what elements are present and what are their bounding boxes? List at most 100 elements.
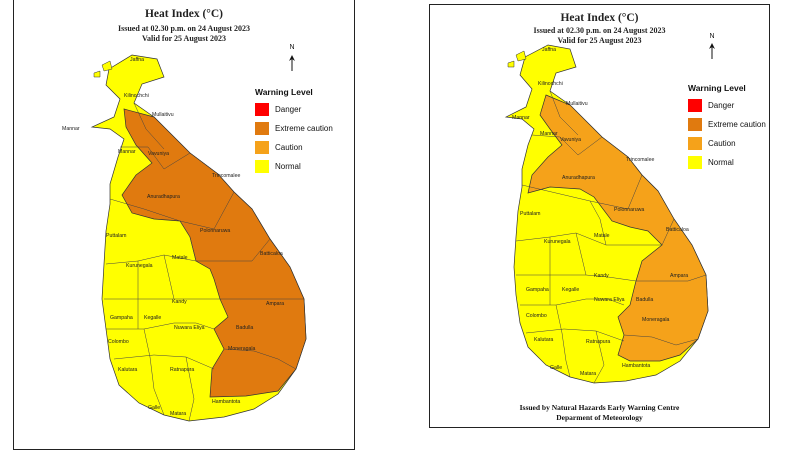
place-label: Hambantota — [212, 399, 240, 405]
place-label: Kegalle — [562, 287, 579, 293]
legend-item-extreme-caution: Extreme caution — [255, 119, 333, 138]
legend-label: Caution — [708, 139, 736, 148]
legend-label: Danger — [708, 101, 735, 110]
place-label: Matara — [170, 411, 186, 417]
legend-swatch — [688, 156, 702, 169]
legend-title: Warning Level — [688, 83, 746, 93]
place-label: Anuradhapura — [147, 194, 180, 200]
sri-lanka-map-left: Jaffna Kilinochchi Mullaitivu Mannar Man… — [62, 54, 307, 422]
legend-swatch — [255, 103, 269, 116]
place-label: Jaffna — [542, 47, 556, 53]
legend-label: Extreme caution — [708, 120, 766, 129]
issued-text: Issued at 02.30 p.m. on 24 August 2023 — [117, 24, 251, 33]
place-label: Badulla — [236, 325, 253, 331]
place-label: Puttalam — [520, 211, 540, 217]
legend-swatch — [255, 122, 269, 135]
place-label: Ampara — [266, 301, 284, 307]
sri-lanka-map-right: Jaffna Kilinochchi Mullaitivu Mannar Man… — [504, 43, 715, 384]
place-label: Moneragala — [228, 346, 256, 352]
legend-swatch — [688, 118, 702, 131]
place-label: Kilinochchi — [538, 81, 563, 87]
department-line: Deparment of Meteorology — [556, 413, 643, 422]
legend-item-normal: Normal — [255, 157, 333, 176]
jaffna-islands — [507, 50, 527, 68]
district-boundaries — [515, 90, 707, 384]
legend-label: Caution — [275, 143, 303, 152]
legend: Warning Level Danger Extreme caution Cau… — [255, 87, 333, 176]
north-label: N — [289, 44, 295, 51]
caution-zone — [527, 94, 709, 362]
map-title: Heat Index (°C) — [560, 12, 639, 24]
place-label: Galle — [550, 365, 562, 371]
issued-text: Issued at 02.30 p.m. on 24 August 2023 — [533, 26, 666, 35]
place-label: Ratnapura — [586, 339, 610, 345]
place-label: Jaffna — [130, 57, 144, 63]
place-label: Kurunegala — [544, 239, 571, 245]
place-label: Mannar — [62, 126, 80, 132]
place-label: Polonnaruwa — [614, 207, 644, 213]
legend-label: Extreme caution — [275, 124, 333, 133]
jaffna-islands — [93, 60, 113, 78]
legend: Warning Level Danger Extreme caution Cau… — [688, 83, 766, 172]
place-label: Vavuniya — [148, 151, 169, 157]
place-label: Kalutara — [534, 337, 553, 343]
place-label: Badulla — [636, 297, 653, 303]
issuer-line: Issued by Natural Hazards Early Warning … — [519, 403, 680, 412]
place-label: Nuwara Eliya — [594, 297, 625, 303]
valid-text: Valid for 25 August 2023 — [557, 36, 642, 45]
legend-swatch — [688, 99, 702, 112]
place-label: Batticaloa — [260, 251, 283, 257]
legend-item-danger: Danger — [688, 96, 766, 115]
north-label: N — [709, 33, 715, 40]
legend-item-danger: Danger — [255, 100, 333, 119]
place-label: Mannar — [512, 115, 530, 121]
north-arrow-icon — [289, 55, 295, 71]
place-label: Kandy — [172, 299, 187, 305]
legend-swatch — [255, 141, 269, 154]
place-label: Gampaha — [110, 315, 133, 321]
north-arrow-icon — [709, 43, 715, 59]
place-label: Kurunegala — [126, 263, 153, 269]
place-label: Vavuniya — [560, 137, 581, 143]
legend-item-caution: Caution — [688, 134, 766, 153]
place-label: Mannar — [118, 149, 136, 155]
place-label: Polonnaruwa — [200, 228, 230, 234]
place-label: Batticaloa — [666, 227, 689, 233]
legend-label: Normal — [275, 162, 301, 171]
legend-title: Warning Level — [255, 87, 313, 97]
place-label: Kandy — [594, 273, 609, 279]
place-labels: Jaffna Kilinochchi Mullaitivu Mannar Man… — [62, 57, 284, 417]
legend-item-normal: Normal — [688, 153, 766, 172]
heat-index-map-panel-left: Jaffna Kilinochchi Mullaitivu Mannar Man… — [13, 0, 355, 450]
place-label: Kalutara — [118, 367, 137, 373]
place-label: Mannar — [540, 131, 558, 137]
place-label: Mullaitivu — [566, 101, 588, 107]
place-label: Gampaha — [526, 287, 549, 293]
place-label: Matara — [580, 371, 596, 377]
place-label: Hambantota — [622, 363, 650, 369]
place-label: Ampara — [670, 273, 688, 279]
place-label: Mullaitivu — [152, 112, 174, 118]
valid-text: Valid for 25 August 2023 — [141, 34, 227, 43]
place-label: Kilinochchi — [124, 93, 149, 99]
place-label: Trincomalee — [626, 157, 654, 163]
place-label: Puttalam — [106, 233, 126, 239]
district-boundaries — [104, 102, 304, 422]
place-label: Colombo — [108, 339, 129, 345]
heat-index-map-panel-right: Jaffna Kilinochchi Mullaitivu Mannar Man… — [429, 4, 770, 428]
place-labels: Jaffna Kilinochchi Mullaitivu Mannar Man… — [512, 47, 689, 377]
map-title: Heat Index (°C) — [144, 8, 224, 20]
legend-swatch — [255, 160, 269, 173]
place-label: Kegalle — [144, 315, 161, 321]
place-label: Matale — [594, 233, 610, 239]
place-label: Matale — [172, 255, 188, 261]
extreme-caution-zone — [121, 108, 307, 398]
place-label: Anuradhapura — [562, 175, 595, 181]
place-label: Nuwara Eliya — [174, 325, 205, 331]
legend-item-extreme-caution: Extreme caution — [688, 115, 766, 134]
legend-label: Danger — [275, 105, 302, 114]
place-label: Ratnapura — [170, 367, 194, 373]
legend-item-caution: Caution — [255, 138, 333, 157]
legend-swatch — [688, 137, 702, 150]
place-label: Galle — [148, 405, 160, 411]
